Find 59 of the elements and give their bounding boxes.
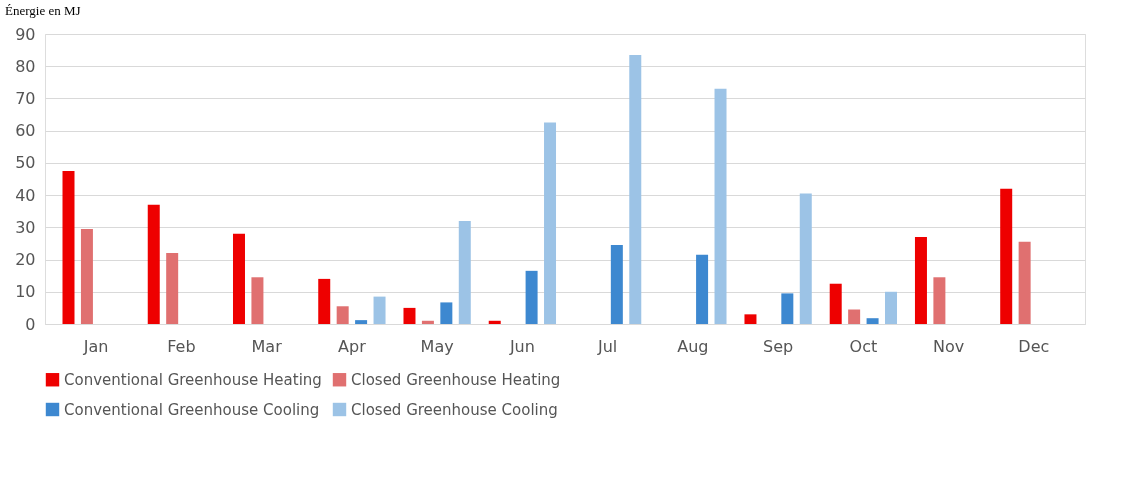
y-tick-label: 50	[15, 153, 36, 173]
x-tick-label: Oct	[849, 336, 878, 356]
y-tick-label: 20	[15, 250, 36, 270]
bar	[544, 122, 557, 324]
bar	[421, 320, 434, 324]
x-tick-label: Jan	[82, 336, 109, 356]
bar	[885, 291, 898, 324]
legend-label: Closed Greenhouse Heating	[351, 370, 561, 389]
y-tick-label: 70	[15, 88, 36, 108]
y-tick-label: 30	[15, 217, 36, 237]
x-tick-label: Aug	[677, 336, 709, 356]
bar	[458, 220, 471, 324]
x-tick-label: Dec	[1018, 336, 1050, 356]
bar	[336, 306, 349, 324]
bar	[848, 309, 861, 324]
bar	[914, 237, 927, 324]
x-tick-label: Nov	[932, 336, 965, 356]
bar	[373, 296, 386, 324]
bar	[355, 320, 368, 324]
bar	[147, 204, 160, 324]
bar	[714, 88, 727, 324]
y-axis-title: Énergie en MJ	[5, 3, 81, 18]
y-tick-label: 40	[15, 185, 36, 205]
legend-label: Conventional Greenhouse Cooling	[64, 400, 320, 419]
bar	[62, 170, 75, 324]
bar	[799, 193, 812, 324]
y-tick-label: 90	[15, 24, 36, 44]
bar	[696, 254, 709, 324]
bar	[403, 307, 416, 324]
x-tick-label: Sep	[763, 336, 794, 356]
bar	[781, 293, 794, 324]
bar	[318, 278, 331, 324]
x-tick-label: May	[420, 336, 454, 356]
y-tick-label: 60	[15, 121, 36, 141]
bar	[251, 277, 264, 324]
bar	[440, 302, 453, 324]
bar	[232, 233, 245, 324]
y-tick-label: 0	[25, 314, 36, 334]
bar	[829, 283, 842, 324]
x-tick-label: Apr	[338, 336, 367, 356]
legend-label: Closed Greenhouse Cooling	[351, 400, 558, 419]
legend-label: Conventional Greenhouse Heating	[64, 370, 322, 389]
bar	[1000, 188, 1013, 324]
x-tick-label: Jul	[596, 336, 618, 356]
y-tick-label: 80	[15, 56, 36, 76]
x-tick-label: Feb	[167, 336, 196, 356]
bar	[933, 277, 946, 324]
bar	[866, 318, 879, 324]
y-tick-label: 10	[15, 282, 36, 302]
bar	[1018, 241, 1031, 324]
x-tick-label: Mar	[251, 336, 283, 356]
bar	[629, 54, 642, 324]
x-tick-label: Jun	[508, 336, 535, 356]
bar	[166, 253, 179, 324]
bar	[610, 245, 623, 324]
bar	[744, 314, 757, 324]
bar	[525, 270, 538, 324]
bar	[488, 320, 501, 324]
bar	[80, 228, 93, 324]
